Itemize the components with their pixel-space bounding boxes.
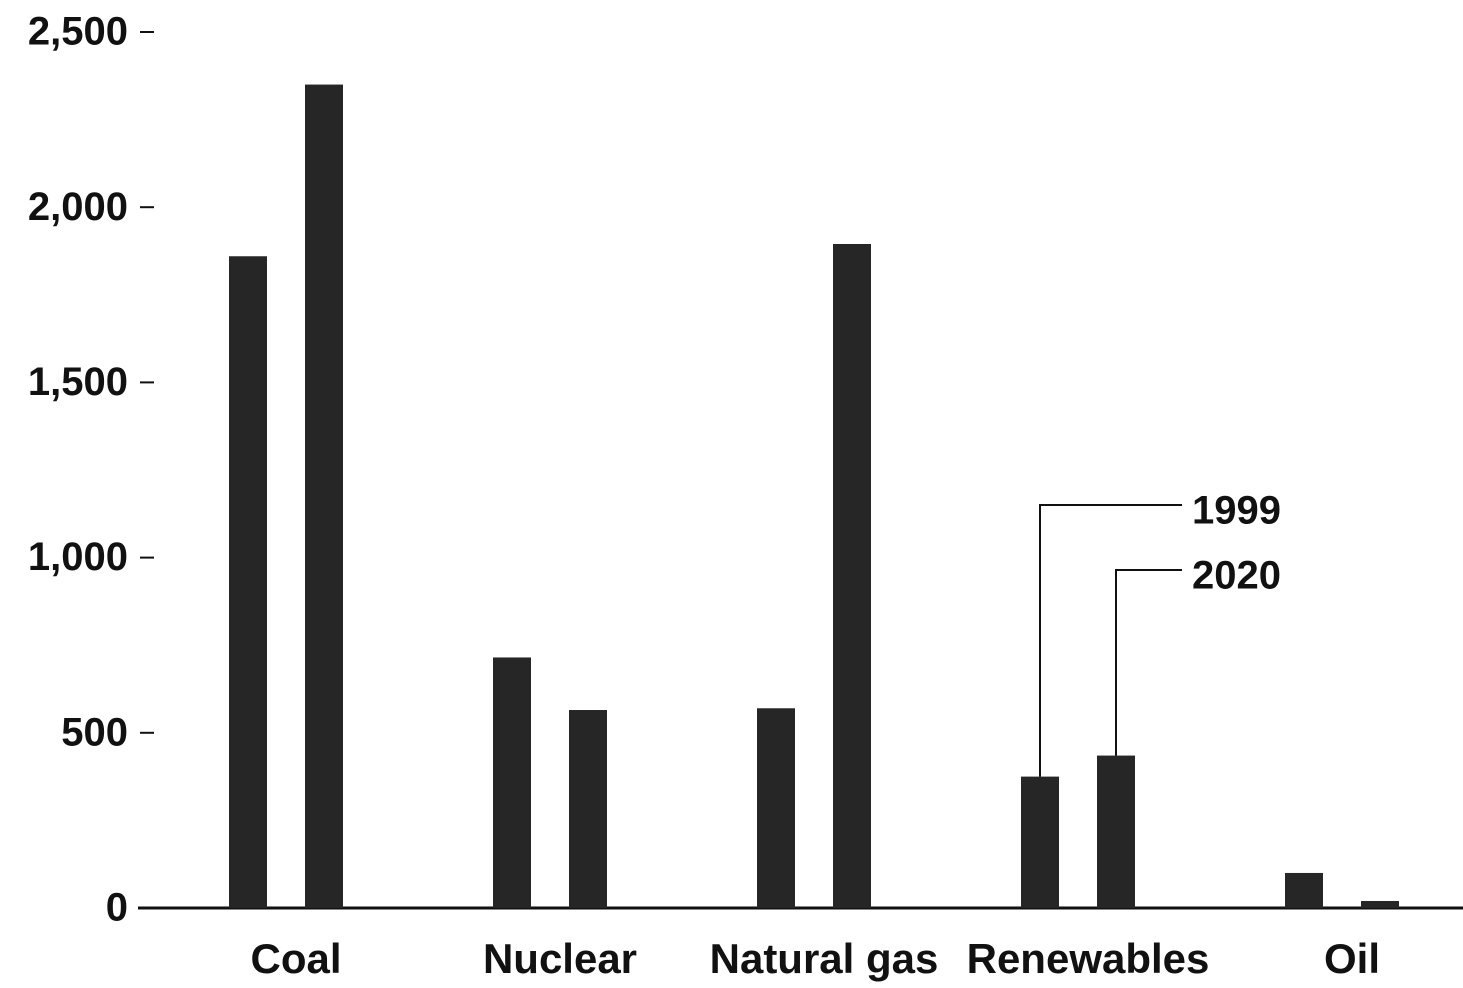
x-tick-label: Renewables <box>967 935 1210 982</box>
x-tick-label: Coal <box>250 935 341 982</box>
bar <box>757 708 795 908</box>
y-tick-label: 2,500 <box>28 10 128 54</box>
y-tick-label: 0 <box>106 886 128 930</box>
bar <box>305 84 343 908</box>
bar <box>569 710 607 908</box>
y-tick-label: 500 <box>61 710 128 754</box>
bar <box>229 256 267 909</box>
bar <box>1021 776 1059 908</box>
leader-line <box>1039 504 1182 777</box>
x-tick-label: Nuclear <box>483 935 637 982</box>
bar <box>493 657 531 908</box>
bar <box>1097 755 1135 908</box>
y-tick-label: 1,000 <box>28 535 128 579</box>
leader-line <box>1115 569 1182 756</box>
legend-label: 1999 <box>1192 489 1281 533</box>
x-tick-label: Natural gas <box>710 935 939 982</box>
bar <box>1361 900 1399 908</box>
bar <box>833 243 871 908</box>
legend-label: 2020 <box>1192 554 1281 598</box>
y-tick-label: 2,000 <box>28 185 128 229</box>
y-tick-label: 1,500 <box>28 360 128 404</box>
x-tick-label: Oil <box>1324 935 1380 982</box>
bar <box>1285 872 1323 908</box>
